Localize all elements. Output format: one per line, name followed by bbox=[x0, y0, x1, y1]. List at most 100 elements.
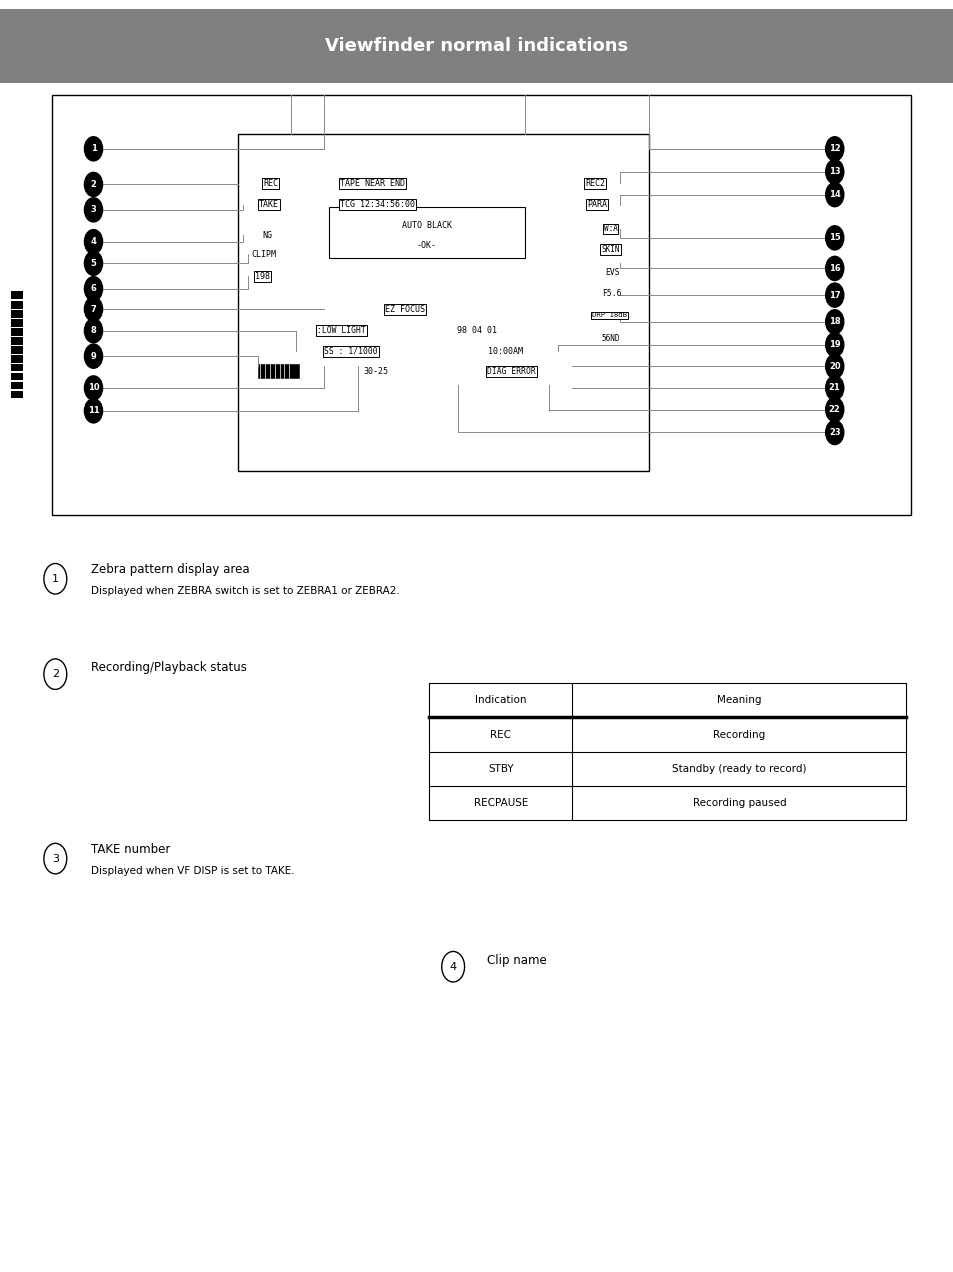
Text: 11: 11 bbox=[88, 406, 99, 416]
Text: 12: 12 bbox=[828, 144, 840, 154]
Circle shape bbox=[44, 563, 67, 594]
Circle shape bbox=[84, 399, 103, 422]
Circle shape bbox=[824, 310, 843, 333]
Text: 3: 3 bbox=[91, 205, 96, 215]
Bar bbox=[11, 346, 23, 354]
Text: 5: 5 bbox=[91, 258, 96, 268]
Circle shape bbox=[824, 420, 843, 444]
Text: TCG 12:34:56:00: TCG 12:34:56:00 bbox=[340, 200, 415, 210]
Text: 22: 22 bbox=[828, 404, 840, 415]
Text: 13: 13 bbox=[828, 167, 840, 177]
Text: Clip name: Clip name bbox=[486, 954, 546, 967]
Circle shape bbox=[84, 136, 103, 162]
Text: 98 04 01: 98 04 01 bbox=[456, 326, 497, 336]
Circle shape bbox=[84, 298, 103, 321]
Text: 15: 15 bbox=[828, 233, 840, 243]
Text: 8: 8 bbox=[91, 326, 96, 336]
Bar bbox=[329, 207, 524, 258]
Text: 18: 18 bbox=[828, 317, 840, 327]
Text: NG: NG bbox=[262, 230, 272, 240]
Text: Meaning: Meaning bbox=[717, 696, 760, 705]
Circle shape bbox=[84, 229, 103, 253]
Text: W:A: W:A bbox=[603, 224, 617, 234]
Circle shape bbox=[824, 332, 843, 356]
Circle shape bbox=[84, 345, 103, 369]
Circle shape bbox=[824, 397, 843, 421]
Text: PARA: PARA bbox=[587, 200, 606, 210]
Circle shape bbox=[441, 951, 464, 982]
Bar bbox=[11, 355, 23, 363]
Text: Recording paused: Recording paused bbox=[692, 799, 785, 808]
Text: REC: REC bbox=[490, 730, 511, 739]
Text: -OK-: -OK- bbox=[416, 240, 436, 251]
Text: Displayed when ZEBRA switch is set to ZEBRA1 or ZEBRA2.: Displayed when ZEBRA switch is set to ZE… bbox=[91, 586, 399, 597]
Text: 4: 4 bbox=[91, 237, 96, 247]
Text: 9: 9 bbox=[91, 351, 96, 361]
Text: Zebra pattern display area: Zebra pattern display area bbox=[91, 563, 249, 576]
Circle shape bbox=[84, 276, 103, 300]
Text: 10:00AM: 10:00AM bbox=[488, 346, 522, 356]
Text: 2: 2 bbox=[91, 179, 96, 190]
Text: AUTO BLACK: AUTO BLACK bbox=[401, 220, 452, 230]
Circle shape bbox=[824, 136, 843, 162]
Circle shape bbox=[824, 159, 843, 184]
Text: EZ FOCUS: EZ FOCUS bbox=[385, 304, 425, 314]
Circle shape bbox=[824, 377, 843, 399]
Text: Recording: Recording bbox=[713, 730, 764, 739]
Bar bbox=[11, 291, 23, 299]
Text: REC2: REC2 bbox=[585, 178, 604, 188]
Text: 56ND: 56ND bbox=[600, 333, 619, 343]
Bar bbox=[11, 382, 23, 389]
Circle shape bbox=[824, 354, 843, 378]
Text: Standby (ready to record): Standby (ready to record) bbox=[672, 764, 805, 773]
Bar bbox=[11, 373, 23, 380]
Text: 7: 7 bbox=[91, 304, 96, 314]
Text: 19: 19 bbox=[828, 340, 840, 350]
Bar bbox=[52, 95, 910, 515]
Text: 1: 1 bbox=[51, 574, 59, 584]
Text: TAKE number: TAKE number bbox=[91, 843, 170, 856]
Circle shape bbox=[824, 282, 843, 307]
Text: 4: 4 bbox=[449, 962, 456, 972]
Text: 2: 2 bbox=[51, 669, 59, 679]
Text: 20: 20 bbox=[828, 361, 840, 371]
Text: 6: 6 bbox=[91, 284, 96, 294]
Circle shape bbox=[44, 659, 67, 689]
Text: Displayed when VF DISP is set to TAKE.: Displayed when VF DISP is set to TAKE. bbox=[91, 866, 294, 876]
Text: 30-25: 30-25 bbox=[363, 366, 388, 377]
Text: 14: 14 bbox=[828, 190, 840, 200]
Text: RECPAUSE: RECPAUSE bbox=[474, 799, 527, 808]
Text: 17: 17 bbox=[828, 290, 840, 300]
Text: 23: 23 bbox=[828, 427, 840, 438]
Bar bbox=[11, 391, 23, 398]
Circle shape bbox=[84, 197, 103, 223]
Text: TAPE NEAR END: TAPE NEAR END bbox=[339, 178, 404, 188]
Text: DRP 18dB: DRP 18dB bbox=[592, 313, 626, 318]
Text: 10: 10 bbox=[88, 383, 99, 393]
Text: Indication: Indication bbox=[475, 696, 526, 705]
Bar bbox=[0, 9, 953, 83]
Text: TAKE: TAKE bbox=[259, 200, 278, 210]
Circle shape bbox=[44, 843, 67, 874]
Text: :LOW LIGHT: :LOW LIGHT bbox=[316, 326, 366, 336]
Bar bbox=[11, 337, 23, 345]
Circle shape bbox=[84, 377, 103, 399]
Bar bbox=[257, 364, 298, 378]
Text: 1: 1 bbox=[91, 144, 96, 154]
Bar bbox=[11, 364, 23, 371]
Circle shape bbox=[84, 252, 103, 275]
Text: DIAG ERROR: DIAG ERROR bbox=[486, 366, 536, 377]
Circle shape bbox=[824, 256, 843, 280]
Bar bbox=[11, 310, 23, 318]
Bar bbox=[11, 301, 23, 309]
Circle shape bbox=[824, 225, 843, 249]
Text: 21: 21 bbox=[828, 383, 840, 393]
Text: 16: 16 bbox=[828, 263, 840, 273]
Text: SS : 1/1000: SS : 1/1000 bbox=[324, 346, 377, 356]
Bar bbox=[429, 683, 905, 820]
Text: REC: REC bbox=[263, 178, 278, 188]
Circle shape bbox=[84, 319, 103, 342]
Circle shape bbox=[84, 172, 103, 197]
Text: Viewfinder normal indications: Viewfinder normal indications bbox=[325, 37, 628, 55]
Text: 198: 198 bbox=[254, 271, 270, 281]
